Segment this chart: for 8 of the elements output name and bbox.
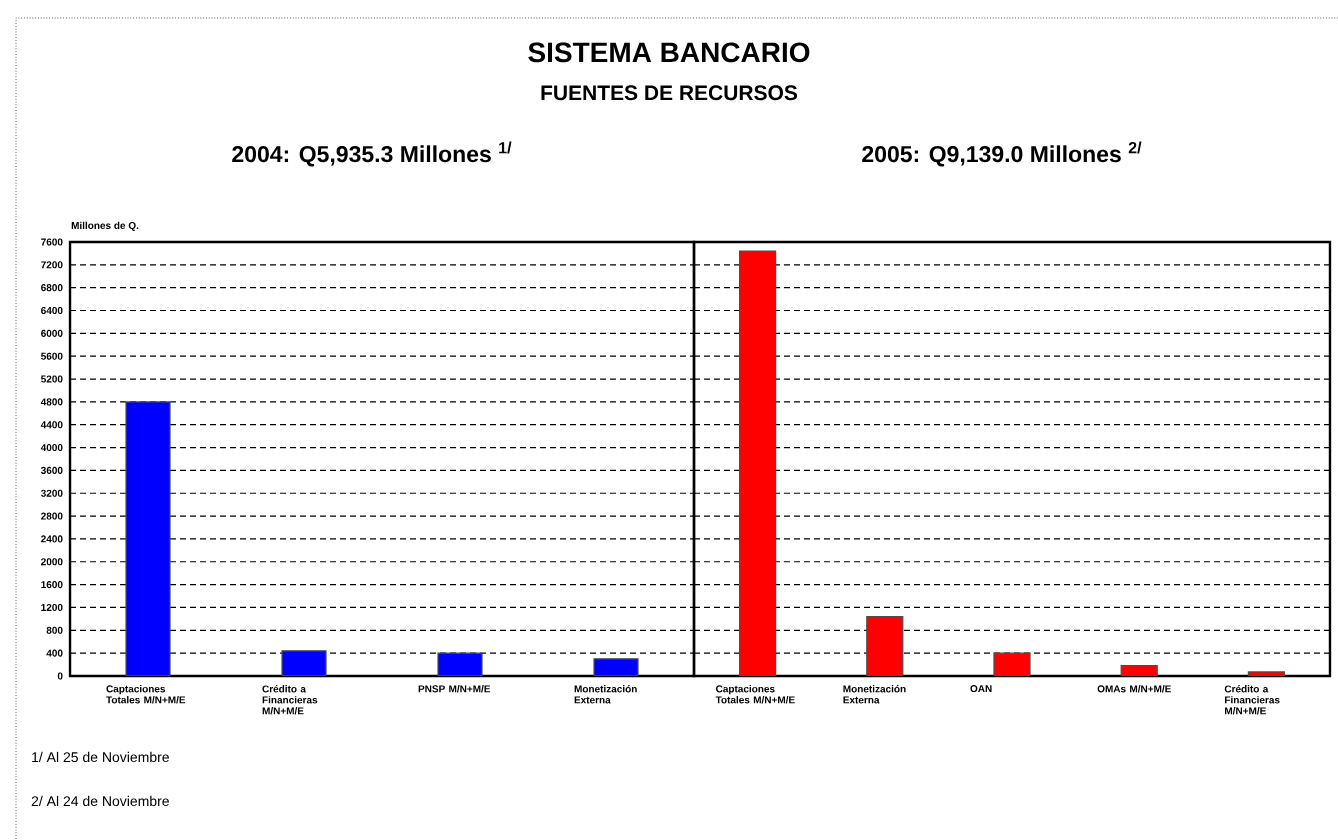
bar [739, 250, 777, 676]
bar [866, 615, 904, 676]
chart-subtitle: 2005: Q9,139.0 Millones $^{2/}$ [862, 141, 1142, 167]
chart-title: SISTEMA BANCARIO [528, 42, 810, 63]
source-note: FUENTES DE RECURSOS [541, 85, 798, 101]
bar [282, 650, 327, 676]
bar [125, 401, 171, 676]
chart-subtitle: 2004: Q5,935.3 Millones $^{1/}$ [232, 141, 512, 167]
